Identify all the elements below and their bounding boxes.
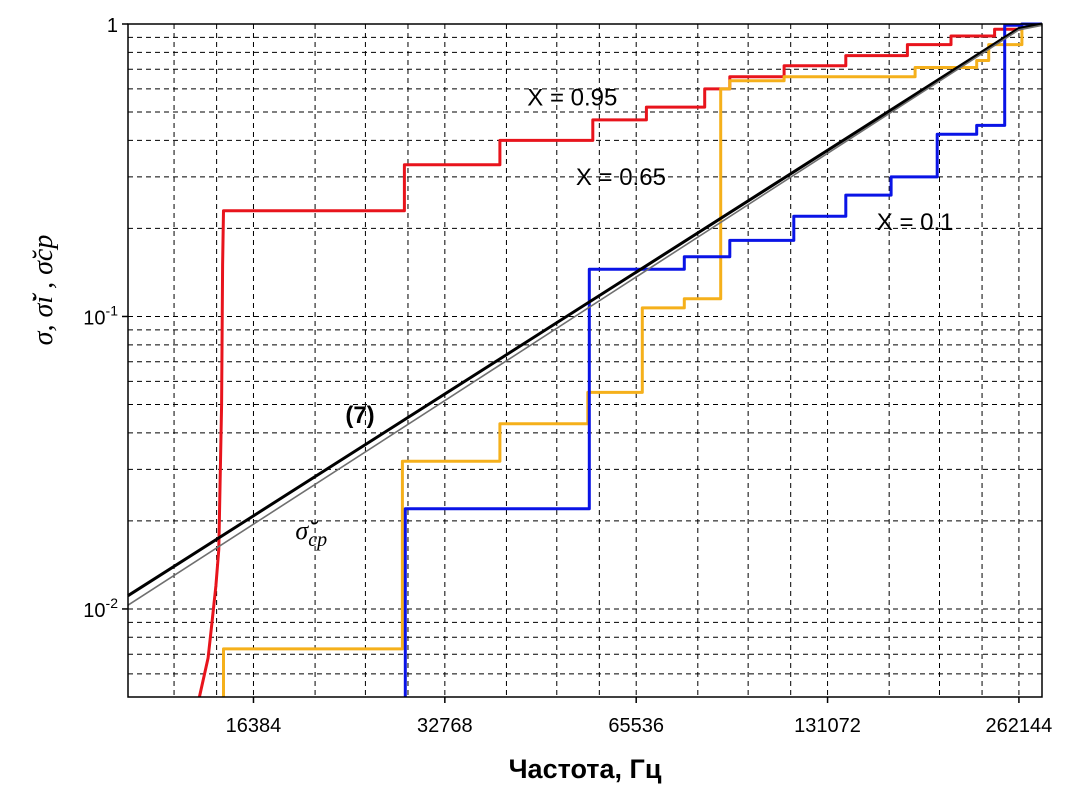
annotation-label-1: X = 0.95 xyxy=(527,85,617,112)
plot-frame xyxy=(127,23,1043,698)
y-tick-label: 10-2 xyxy=(83,595,118,622)
annotation-label-3: X = 0.1 xyxy=(877,209,954,236)
annotations-layer: X = 0.95X = 0.65X = 0.1(7)σ̆cp xyxy=(295,85,953,551)
series-line-2 xyxy=(222,22,1042,697)
series-line-3 xyxy=(403,22,1042,697)
x-tick-label: 131072 xyxy=(794,715,861,737)
series-line-1 xyxy=(197,22,1042,698)
ticks-layer: 16384 32768 65536 131072 262144 10-2 10-1 1 xyxy=(83,15,1052,737)
x-axis-label: Частота, Гц xyxy=(509,754,662,784)
y-tick-label: 1 xyxy=(107,15,118,37)
series-line-4 xyxy=(127,22,1043,597)
series-layer xyxy=(127,22,1043,698)
x-tick-label: 65536 xyxy=(608,715,664,737)
annotation-label-2: X = 0.65 xyxy=(576,164,666,191)
annotation-label-4: (7) xyxy=(345,402,374,429)
grid xyxy=(128,24,1042,697)
series-line-5 xyxy=(127,24,1043,606)
y-axis-label: σ, σ̆i , σ̆cp xyxy=(28,235,59,346)
x-tick-label: 32768 xyxy=(417,715,473,737)
x-tick-label: 16384 xyxy=(226,715,282,737)
y-tick-label: 10-1 xyxy=(83,302,118,329)
x-tick-label: 262144 xyxy=(986,715,1053,737)
